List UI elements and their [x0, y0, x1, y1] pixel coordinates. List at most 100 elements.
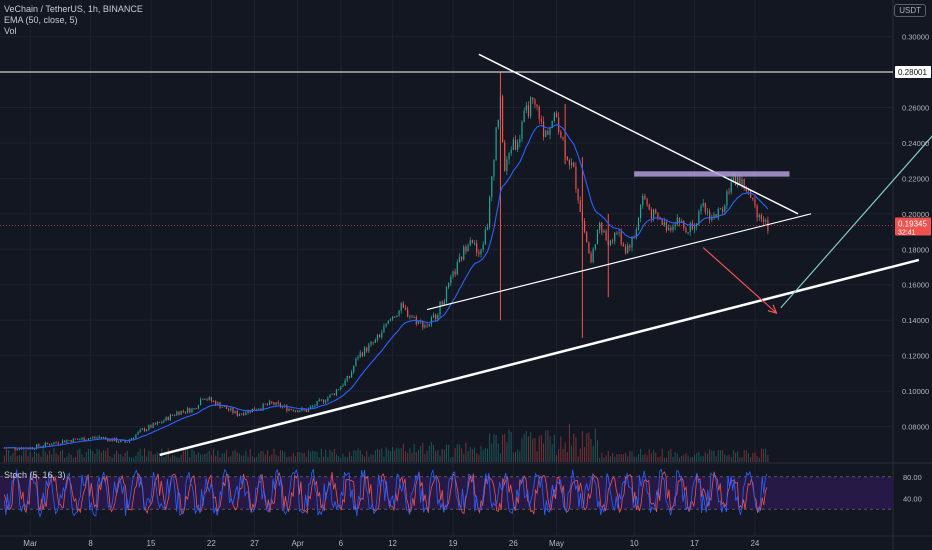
volume-bar	[370, 453, 372, 462]
candle-body	[506, 159, 508, 171]
x-tick-label: 10	[630, 539, 639, 548]
volume-bar	[135, 455, 137, 462]
candle-body	[316, 401, 318, 406]
candle-body	[661, 219, 663, 225]
candle-body	[74, 438, 77, 440]
candle-body	[258, 408, 260, 410]
volume-bar	[413, 444, 415, 462]
volume-bar	[476, 453, 478, 462]
candle-body	[197, 405, 200, 409]
candle-body	[83, 437, 85, 441]
candle-body	[165, 416, 167, 421]
volume-bar	[3, 455, 5, 462]
candle-body	[139, 429, 141, 433]
candle-body	[691, 222, 693, 230]
volume-bar	[23, 450, 25, 462]
volume-bar	[398, 448, 400, 462]
candle-body	[424, 325, 426, 328]
candle-body	[310, 406, 312, 409]
volume-bar	[564, 442, 566, 462]
volume-bar	[44, 451, 46, 462]
volume-bar	[648, 449, 650, 462]
volume-bar	[474, 447, 476, 462]
candle-body	[741, 179, 743, 185]
volume-bar	[169, 457, 171, 462]
volume-bar	[219, 457, 221, 462]
candle-body	[510, 149, 512, 154]
volume-bar	[493, 434, 495, 462]
candle-body	[348, 376, 351, 378]
candle-body	[191, 408, 193, 413]
candle-body	[709, 211, 711, 220]
candle-body	[689, 222, 691, 233]
candle-body	[152, 423, 154, 428]
candle-body	[586, 232, 588, 243]
volume-bar	[635, 456, 637, 462]
candle-body	[143, 428, 146, 431]
candle-body	[426, 325, 428, 327]
last-price-tag	[895, 217, 931, 236]
candle-body	[542, 121, 545, 137]
candle-body	[385, 323, 387, 327]
volume-bar	[433, 445, 435, 462]
stoch-legend: Stoch (5, 16, 3)	[4, 470, 66, 480]
candle-body	[683, 220, 685, 229]
volume-bar	[573, 433, 575, 462]
volume-bar	[333, 448, 335, 462]
candle-body	[698, 211, 700, 224]
candle-body	[105, 437, 107, 439]
candle-body	[51, 444, 53, 446]
volume-bar	[292, 453, 294, 462]
candle-body	[85, 439, 87, 441]
volume-bar	[202, 454, 204, 462]
candle-body	[745, 188, 747, 192]
volume-bar	[10, 455, 12, 462]
candle-body	[545, 130, 547, 137]
volume-bar	[335, 454, 337, 462]
volume-bar	[577, 456, 579, 462]
candle-body	[33, 448, 36, 450]
volume-bar	[458, 444, 460, 462]
volume-bar	[57, 455, 59, 462]
volume-bar	[629, 450, 631, 462]
volume-bar	[128, 456, 130, 462]
candle-body	[208, 397, 210, 400]
volume-bar	[609, 456, 611, 462]
down-arrow-head	[767, 304, 778, 315]
candle-body	[368, 344, 370, 352]
volume-bar	[163, 457, 165, 462]
candle-body	[288, 408, 290, 411]
y-tick-label: 0.16000	[902, 281, 929, 290]
x-tick-label: Mar	[23, 539, 37, 548]
candle-body	[573, 162, 575, 167]
volume-bar	[122, 456, 124, 462]
candle-body	[102, 437, 105, 439]
candle-body	[437, 314, 439, 320]
volume-bar	[633, 456, 635, 462]
y-tick-label: 0.22000	[902, 174, 929, 183]
volume-bar	[612, 452, 614, 462]
volume-bar	[560, 436, 562, 462]
volume-bar	[530, 432, 532, 462]
volume-bar	[523, 433, 525, 462]
candle-body	[450, 276, 452, 284]
volume-bar	[51, 454, 53, 462]
volume-bar	[752, 452, 754, 462]
candle-body	[325, 400, 327, 403]
currency-badge[interactable]: USDT	[894, 4, 926, 17]
volume-bar	[515, 451, 517, 462]
candle-body	[111, 438, 113, 442]
candle-body	[458, 256, 461, 263]
volume-bar	[689, 457, 691, 462]
volume-bar	[637, 454, 639, 462]
down-arrow	[702, 247, 777, 314]
volume-bar	[141, 455, 143, 462]
volume-bar	[107, 448, 109, 462]
candle-body	[184, 411, 187, 413]
volume-bar	[510, 431, 512, 462]
volume-bar	[655, 452, 657, 462]
candle-body	[40, 446, 42, 448]
candle-body	[327, 397, 329, 401]
volume-bar	[711, 450, 713, 462]
